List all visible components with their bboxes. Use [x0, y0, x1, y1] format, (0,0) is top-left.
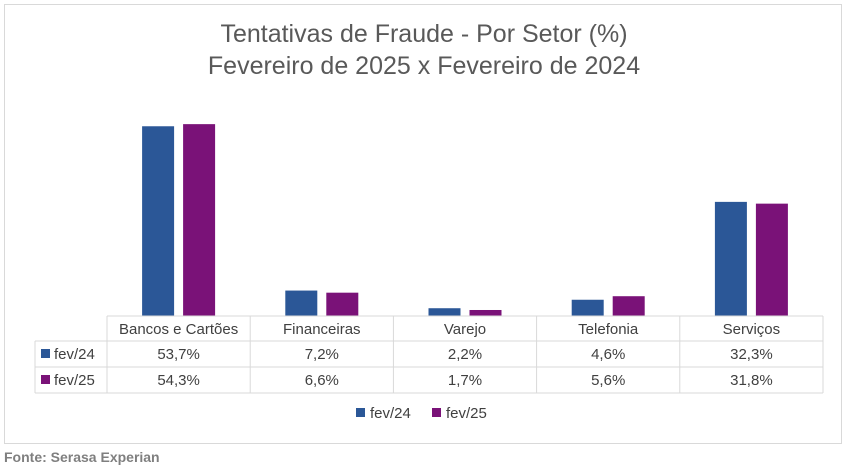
bar-fev24-3: [571, 299, 604, 316]
table-legend-key: [41, 375, 50, 384]
table-cell-value: 1,7%: [448, 372, 482, 389]
bar-fev24-1: [285, 290, 318, 316]
table-series-name: fev/24: [54, 346, 95, 363]
category-label: Varejo: [444, 321, 486, 338]
table-cell-value: 53,7%: [157, 346, 200, 363]
legend: fev/24 fev/25: [356, 405, 487, 422]
table-cell-value: 4,6%: [591, 346, 625, 363]
data-table: Bancos e Cartões Financeiras Varejo Telefon…: [34, 315, 824, 394]
bar-fev25-4: [755, 203, 788, 316]
table-cell-value: 6,6%: [305, 372, 339, 389]
bars-group: [142, 124, 788, 316]
table-legend-key: [41, 349, 50, 358]
bar-fev24-2: [428, 308, 461, 316]
bar-fev25-3: [612, 296, 645, 316]
table-cell-value: 7,2%: [305, 346, 339, 363]
bar-fev25-2: [469, 309, 502, 316]
chart-title: Tentativas de Fraude - Por Setor (%): [220, 20, 628, 48]
table-cell-value: 54,3%: [157, 372, 200, 389]
category-label: Financeiras: [283, 321, 361, 338]
table-cell-value: 31,8%: [730, 372, 773, 389]
category-label: Serviços: [723, 321, 781, 338]
chart-subtitle: Fevereiro de 2025 x Fevereiro de 2024: [207, 52, 641, 80]
bar-fev24-0: [142, 126, 175, 316]
legend-key: [432, 408, 441, 417]
bar-fev25-1: [326, 292, 359, 316]
table-series-name: fev/25: [54, 372, 95, 389]
category-label: Telefonia: [578, 321, 639, 338]
legend-label: fev/25: [446, 405, 487, 422]
legend-label: fev/24: [370, 405, 411, 422]
table-cell-value: 2,2%: [448, 346, 482, 363]
table-cell-value: 5,6%: [591, 372, 625, 389]
source-note: Fonte: Serasa Experian: [4, 449, 160, 465]
table-cell-value: 32,3%: [730, 346, 773, 363]
bar-fev25-0: [183, 124, 216, 316]
bar-chart: Bancos e Cartões Financeiras Varejo Telefon…: [34, 124, 824, 422]
category-label: Bancos e Cartões: [119, 321, 238, 338]
legend-key: [356, 408, 365, 417]
chart-frame: [4, 4, 842, 444]
bar-fev24-4: [714, 201, 747, 316]
